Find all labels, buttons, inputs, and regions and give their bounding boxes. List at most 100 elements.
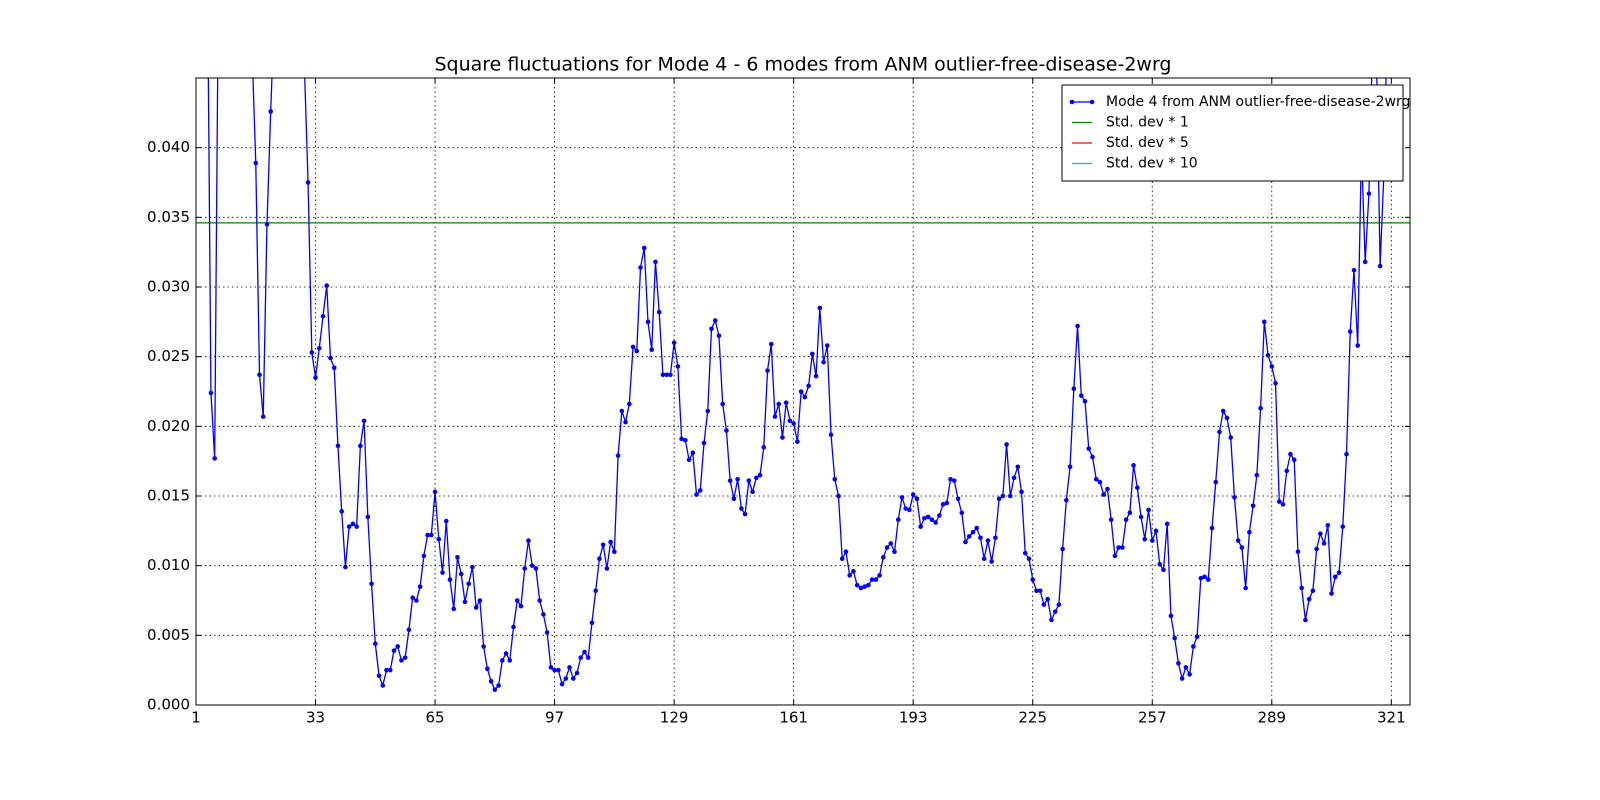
point: [1329, 591, 1334, 596]
x-tick-label: 65: [426, 709, 445, 727]
point: [656, 309, 662, 315]
point: [365, 514, 371, 520]
point: [246, 6, 251, 11]
point: [462, 599, 468, 605]
point: [1116, 545, 1121, 550]
point: [750, 489, 755, 495]
point: [697, 488, 703, 493]
point: [548, 665, 554, 670]
point: [496, 683, 501, 688]
point: [1280, 502, 1286, 507]
point: [443, 518, 449, 524]
point: [425, 532, 430, 538]
point: [1366, 191, 1372, 196]
x-tick-label: 161: [779, 709, 808, 727]
point: [1258, 405, 1263, 411]
point: [253, 160, 259, 166]
point: [627, 401, 632, 407]
point: [671, 340, 677, 346]
point: [309, 350, 315, 355]
point: [1093, 476, 1099, 482]
y-tick-label: 0.000: [147, 696, 190, 714]
point: [679, 436, 684, 442]
point: [907, 507, 912, 513]
point: [1019, 489, 1024, 495]
point: [940, 502, 946, 507]
point: [578, 655, 584, 660]
point: [1318, 531, 1323, 536]
point: [570, 676, 576, 681]
point: [821, 359, 826, 365]
point: [851, 568, 856, 574]
point: [1120, 545, 1125, 550]
point: [1022, 550, 1028, 556]
point: [399, 658, 404, 663]
point: [828, 432, 834, 437]
point: [1276, 499, 1282, 504]
point: [589, 620, 595, 626]
point: [1131, 463, 1136, 468]
point: [503, 651, 509, 656]
point: [1026, 556, 1032, 561]
point: [541, 612, 546, 617]
point: [974, 525, 979, 531]
point: [387, 667, 393, 673]
point: [481, 644, 486, 649]
point: [806, 383, 811, 389]
point: [1321, 541, 1327, 546]
point: [447, 577, 453, 582]
point: [563, 676, 569, 681]
point: [264, 222, 270, 227]
point: [712, 318, 718, 323]
point: [559, 681, 565, 687]
point: [574, 670, 580, 676]
point: [727, 478, 733, 483]
point: [944, 500, 950, 506]
point: [724, 428, 729, 433]
point: [862, 584, 867, 589]
point: [1243, 585, 1248, 591]
point: [1157, 561, 1163, 567]
point: [488, 679, 494, 684]
point: [1108, 517, 1114, 522]
point: [993, 535, 998, 541]
point: [1295, 549, 1301, 555]
point: [981, 556, 987, 561]
point: [361, 418, 367, 424]
point: [1213, 479, 1219, 485]
point: [899, 495, 905, 500]
point: [1202, 574, 1207, 580]
point: [705, 408, 711, 414]
point: [1123, 517, 1129, 522]
point: [257, 372, 262, 378]
point: [500, 658, 505, 663]
point: [1142, 536, 1148, 542]
point: [1101, 492, 1106, 497]
point: [1112, 553, 1118, 559]
point: [664, 372, 669, 378]
point: [466, 581, 471, 587]
point: [619, 408, 625, 414]
x-tick-label: 257: [1138, 709, 1167, 727]
point: [817, 305, 823, 311]
point: [1011, 475, 1017, 481]
point: [761, 444, 767, 450]
point: [810, 351, 815, 357]
point: [432, 489, 438, 495]
point: [477, 598, 483, 603]
point: [854, 582, 860, 588]
point: [813, 373, 819, 379]
y-tick-label: 0.020: [147, 417, 190, 435]
point: [458, 571, 464, 577]
point: [1247, 529, 1252, 535]
point: [1209, 525, 1215, 531]
point: [567, 665, 572, 670]
point: [1030, 577, 1036, 582]
point: [455, 555, 460, 560]
point: [1000, 493, 1006, 499]
point: [798, 389, 804, 394]
point: [873, 577, 879, 582]
point: [1071, 386, 1077, 392]
point: [313, 375, 318, 380]
point: [612, 549, 617, 555]
